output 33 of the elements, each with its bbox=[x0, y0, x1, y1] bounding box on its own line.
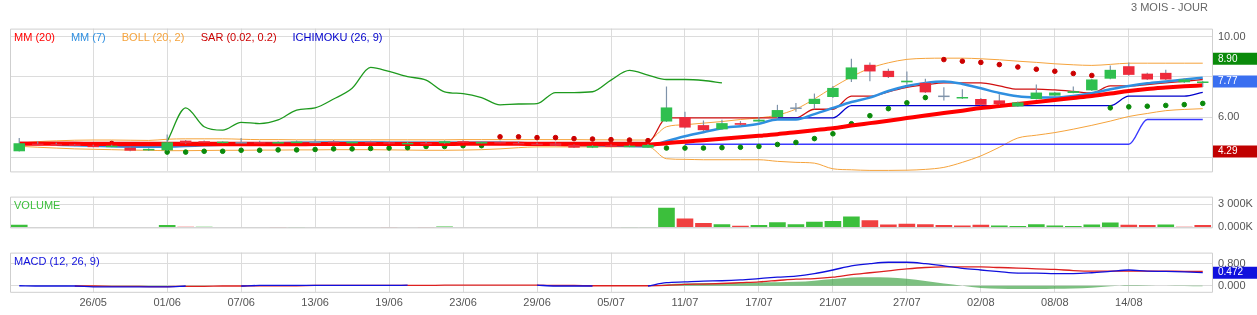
x-tick-label: 21/07 bbox=[819, 296, 847, 309]
x-tick-label: 02/08 bbox=[967, 296, 995, 309]
x-tick-label: 14/08 bbox=[1115, 296, 1143, 309]
x-tick-label: 26/05 bbox=[79, 296, 107, 309]
text: 4.29 bbox=[1218, 145, 1238, 157]
data-label: 0.472 bbox=[1218, 266, 1244, 278]
y-tick-label: 0.000 bbox=[1218, 278, 1246, 291]
x-tick-label: 23/06 bbox=[449, 296, 477, 309]
x-tick-label: 29/06 bbox=[523, 296, 551, 309]
chart-subtitle: 3 MOIS - JOUR bbox=[1130, 1, 1208, 13]
x-tick-label: 07/06 bbox=[227, 296, 255, 309]
text: 7.77 bbox=[1218, 75, 1238, 87]
text: 8.90 bbox=[1218, 52, 1238, 64]
x-tick-label: 19/06 bbox=[375, 296, 403, 309]
x-tick-label: 08/08 bbox=[1041, 296, 1069, 309]
y-tick-label: 0.800 bbox=[1218, 256, 1246, 269]
chart-title: VOLUME bbox=[14, 198, 61, 211]
text: BOLL (20, 2) bbox=[121, 30, 185, 43]
y-tick-label: 6.00 bbox=[1218, 110, 1240, 123]
x-tick-label: 11/07 bbox=[671, 296, 699, 309]
y-tick-label: 3 000K bbox=[1218, 197, 1254, 210]
x-tick-label: 27/07 bbox=[893, 296, 921, 309]
text: ICHIMOKU (26, 9) bbox=[292, 30, 383, 43]
y-tick-label: 0.000K bbox=[1218, 220, 1254, 233]
x-tick-label: 05/07 bbox=[597, 296, 625, 309]
text: MM (7) bbox=[70, 30, 106, 43]
chart-title: MACD (12, 26, 9) bbox=[14, 254, 100, 267]
x-tick-label: 01/06 bbox=[153, 296, 181, 309]
x-tick-label: 13/06 bbox=[301, 296, 329, 309]
y-tick-label: 10.00 bbox=[1218, 29, 1246, 42]
text: MM (20) bbox=[14, 30, 55, 43]
x-tick-label: 17/07 bbox=[745, 296, 773, 309]
text: SAR (0.02, 0.2) bbox=[200, 30, 277, 43]
